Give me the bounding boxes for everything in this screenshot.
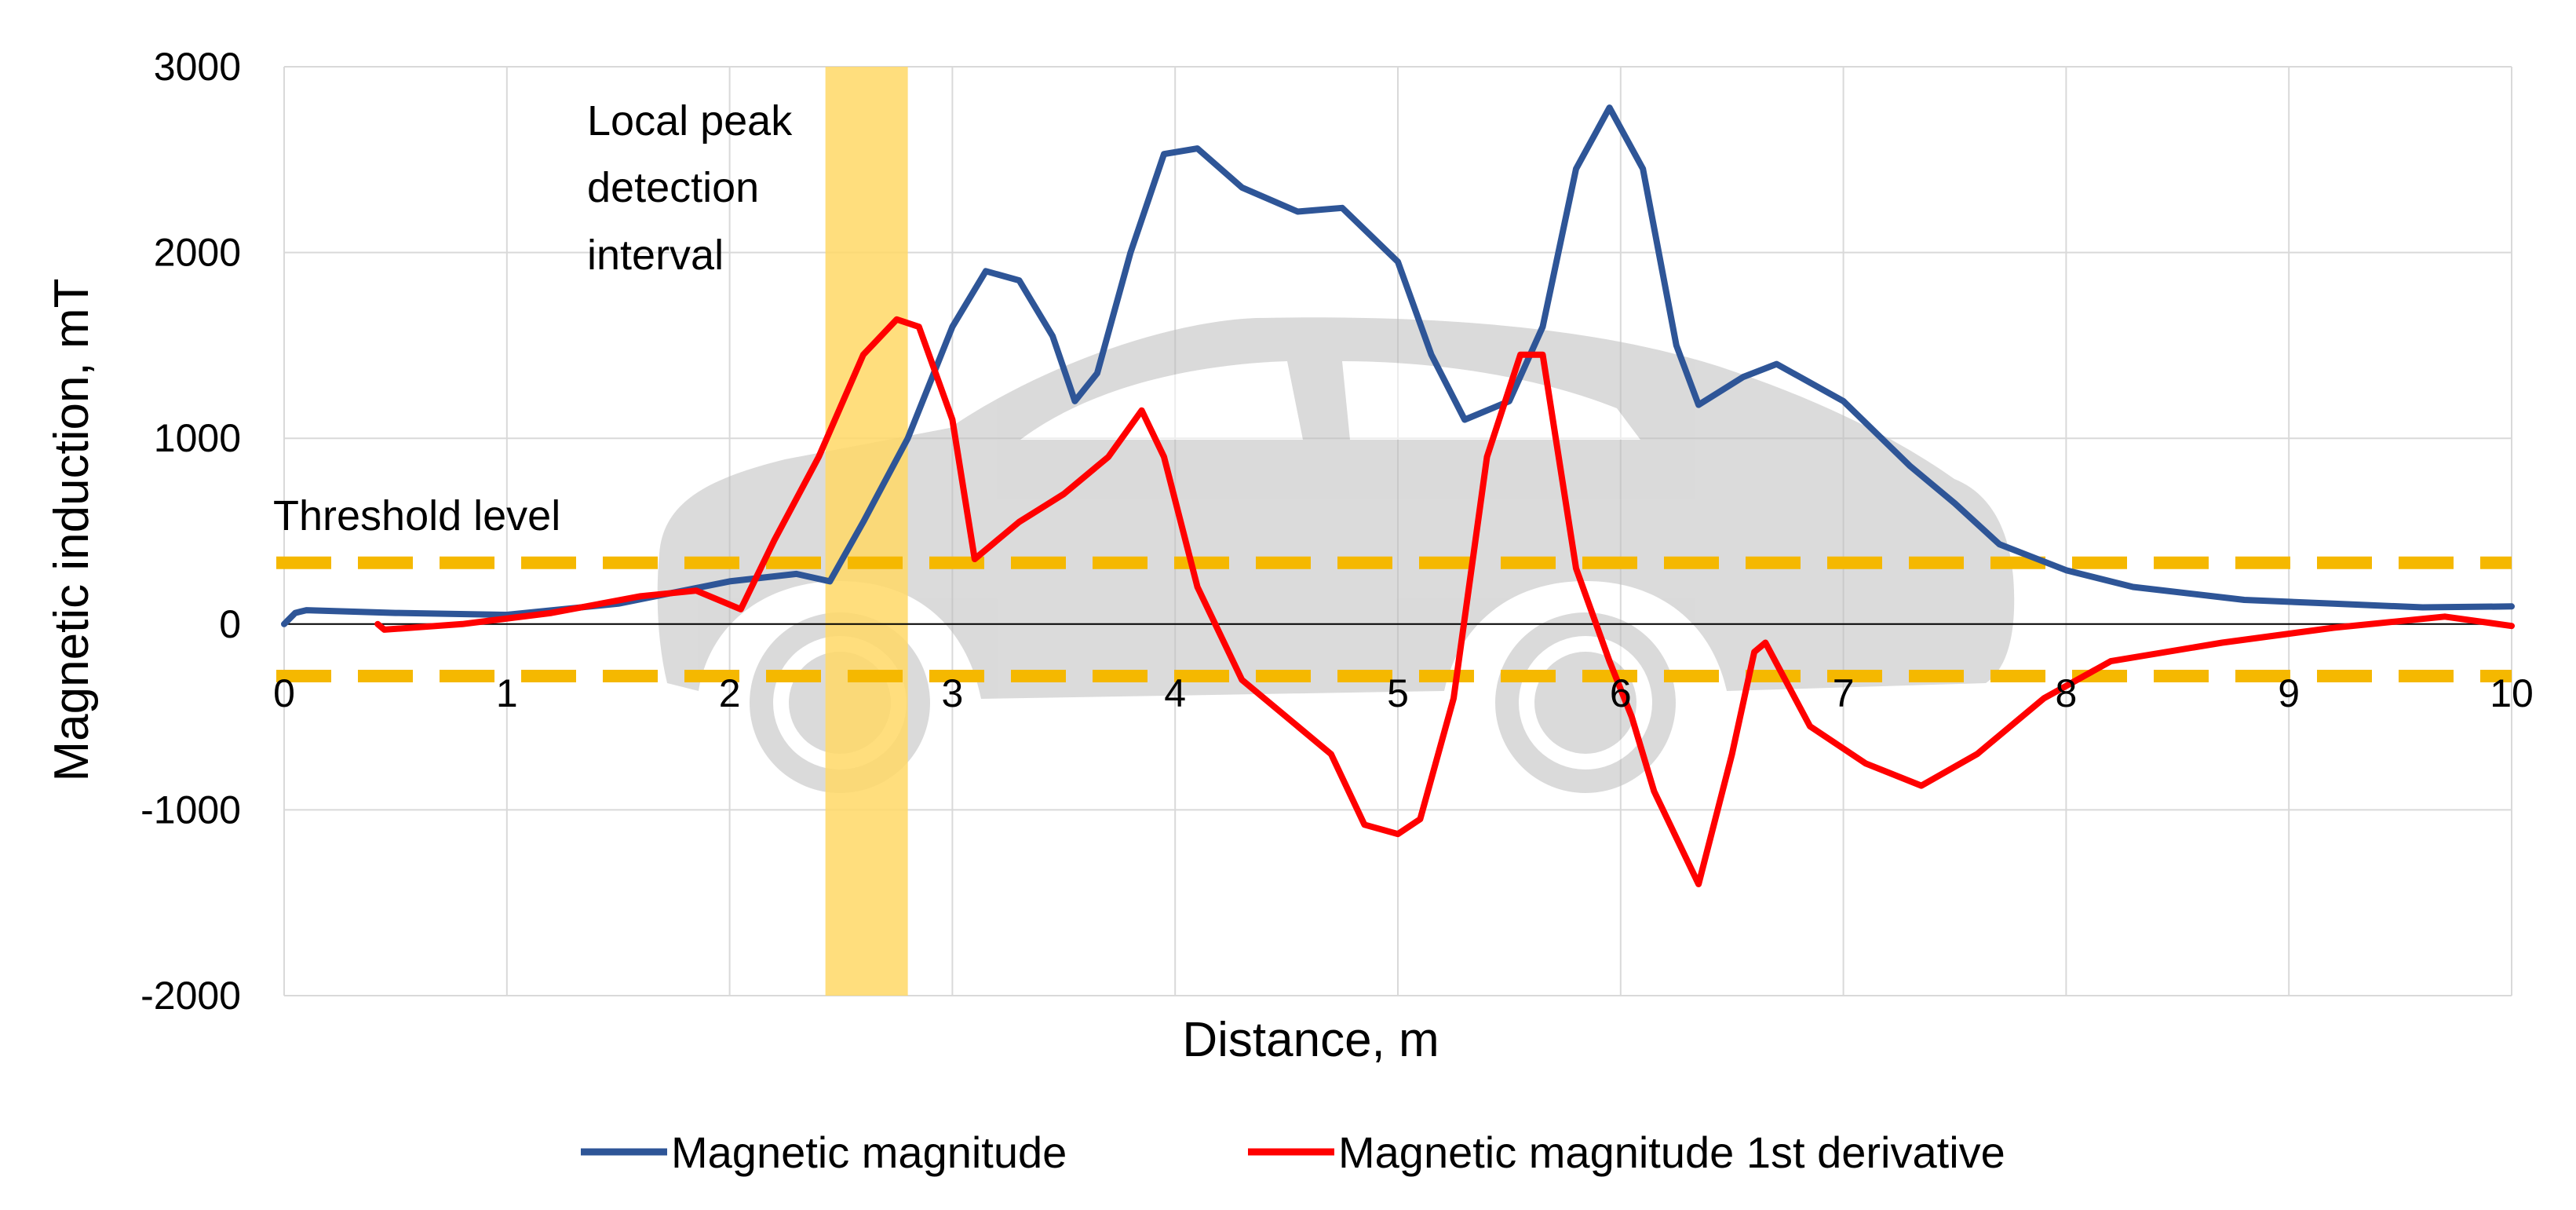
legend-label-magnitude: Magnetic magnitude (671, 1128, 1067, 1177)
x-tick-label: 1 (496, 671, 518, 715)
x-tick-label: 10 (2490, 671, 2534, 715)
series (281, 104, 2515, 887)
y-tick-labels: 3000 2000 1000 0 -1000 -2000 (140, 45, 241, 1018)
x-tick-label: 3 (941, 671, 963, 715)
y-tick-label: -1000 (140, 788, 241, 832)
legend-label-derivative: Magnetic magnitude 1st derivative (1338, 1128, 2005, 1177)
x-axis-title: Distance, m (1182, 1013, 1439, 1067)
x-tick-label: 7 (1833, 671, 1855, 715)
peak-interval-label-line-1: Local peak (587, 97, 793, 144)
peak-detection-interval (825, 67, 908, 996)
x-tick-label: 2 (719, 671, 741, 715)
y-tick-label: 0 (219, 602, 241, 646)
x-tick-label: 8 (2055, 671, 2077, 715)
y-tick-label: 2000 (154, 231, 241, 275)
x-tick-label: 0 (273, 671, 295, 715)
series-line-magnitude (281, 104, 2515, 627)
x-tick-label: 6 (1610, 671, 1632, 715)
x-tick-labels: 0 1 2 3 4 5 6 7 8 9 10 (273, 671, 2534, 715)
peak-interval-label-line-2: detection (587, 164, 759, 211)
y-tick-label: 3000 (154, 45, 241, 89)
y-tick-label: 1000 (154, 416, 241, 460)
series-line-derivative (374, 316, 2515, 887)
peak-interval-label-line-3: interval (587, 232, 724, 279)
x-tick-label: 9 (2278, 671, 2300, 715)
x-tick-label: 5 (1387, 671, 1409, 715)
y-axis-title: Magnetic induction, mT (45, 279, 99, 782)
legend: Magnetic magnitude Magnetic magnitude 1s… (581, 1128, 2005, 1177)
x-tick-label: 4 (1164, 671, 1186, 715)
y-tick-label: -2000 (140, 974, 241, 1018)
threshold-lines (276, 556, 2512, 683)
threshold-level-label: Threshold level (273, 492, 560, 539)
